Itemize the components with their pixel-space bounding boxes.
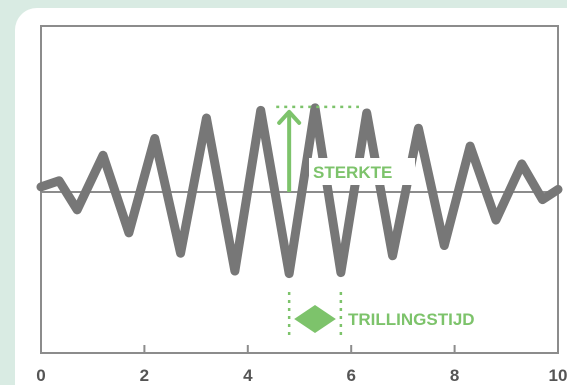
x-tick-label: 8	[450, 366, 459, 385]
x-tick-label: 0	[36, 366, 45, 385]
amplitude-annotation: STERKTE	[276, 105, 415, 192]
x-tick-label: 10	[549, 366, 567, 385]
wave-line	[36, 103, 563, 279]
wave-diagram: 0 2 4 6 8 10 STERKTE TRILLINGSTIJD	[36, 25, 567, 385]
x-tick-label: 4	[243, 366, 253, 385]
x-tick-label: 2	[140, 366, 149, 385]
diagram-card: 0 2 4 6 8 10 STERKTE TRILLINGSTIJD	[15, 8, 567, 385]
double-arrow-diamond-icon	[294, 305, 336, 333]
x-tick-label: 6	[346, 366, 355, 385]
period-label: TRILLINGSTIJD	[348, 310, 475, 329]
amplitude-label: STERKTE	[313, 163, 392, 182]
arrow-up-icon	[277, 109, 302, 125]
amplitude-label-background	[309, 158, 415, 185]
period-annotation: TRILLINGSTIJD	[287, 292, 475, 340]
